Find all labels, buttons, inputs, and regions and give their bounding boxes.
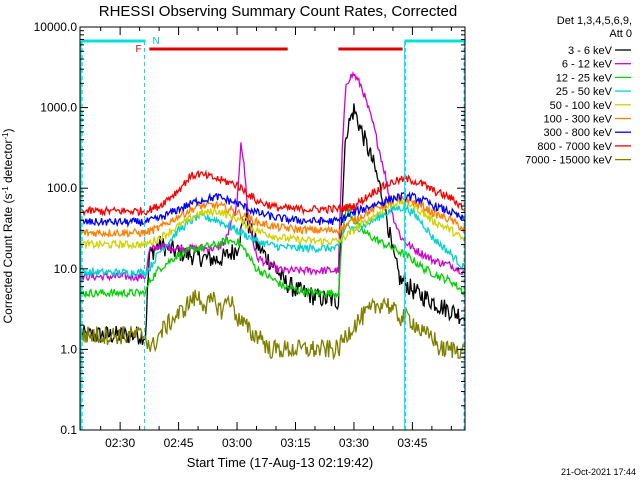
y-tick-label: 100.0: [47, 181, 77, 195]
x-tick-label: 03:00: [222, 436, 252, 450]
footer-date: 21-Oct-2021 17:44: [561, 467, 636, 477]
x-tick-label: 03:45: [397, 436, 427, 450]
y-tick-label: 1.0: [60, 342, 77, 356]
legend-header-line1: Det 1,3,4,5,6,9,: [557, 15, 632, 27]
legend-label-3: 12 - 25 keV: [556, 72, 613, 84]
series-line-3: [80, 203, 466, 300]
y-axis-label-sup2: -1: [1, 132, 10, 140]
saa-marker-label: N: [152, 36, 159, 47]
legend-label-5: 50 - 100 keV: [550, 100, 613, 112]
series-line-7: [80, 191, 466, 229]
flare-marker-label: F: [135, 44, 141, 55]
x-axis-label: Start Time (17-Aug-13 02:19:42): [187, 455, 373, 470]
legend-header-line2: Att 0: [609, 28, 632, 40]
legend-label-9: 7000 - 15000 keV: [525, 155, 613, 167]
legend-label-4: 25 - 50 keV: [556, 86, 613, 98]
legend-label-8: 800 - 7000 keV: [537, 141, 612, 153]
y-tick-label: 1000.0: [40, 101, 77, 115]
legend-label-2: 6 - 12 keV: [562, 59, 613, 71]
plot-frame: [79, 26, 466, 431]
y-axis-label-main: Corrected Count Rate (s: [1, 193, 15, 323]
chart-title: RHESSI Observing Summary Count Rates, Co…: [99, 3, 457, 20]
y-axis-label-mid: detector: [1, 140, 15, 187]
series-line-8: [80, 169, 466, 217]
y-axis-label-end: ): [1, 128, 15, 132]
series-line-4: [80, 203, 466, 278]
y-tick-label: 10000.0: [34, 20, 78, 34]
legend-label-6: 100 - 300 keV: [544, 114, 613, 126]
y-tick-label: 10.0: [54, 262, 78, 276]
y-axis-label: Corrected Count Rate (s-1 detector-1): [1, 128, 15, 323]
legend-label-7: 300 - 800 keV: [544, 127, 613, 139]
x-tick-label: 03:15: [280, 436, 310, 450]
legend-label-1: 3 - 6 keV: [568, 45, 613, 57]
series-line-9: [80, 289, 466, 361]
series-line-2: [80, 71, 466, 283]
x-tick-label: 03:30: [339, 436, 369, 450]
y-axis-label-sup1: -1: [1, 186, 10, 194]
y-tick-label: 0.1: [60, 423, 77, 437]
x-tick-label: 02:45: [164, 436, 194, 450]
x-tick-label: 02:30: [105, 436, 135, 450]
